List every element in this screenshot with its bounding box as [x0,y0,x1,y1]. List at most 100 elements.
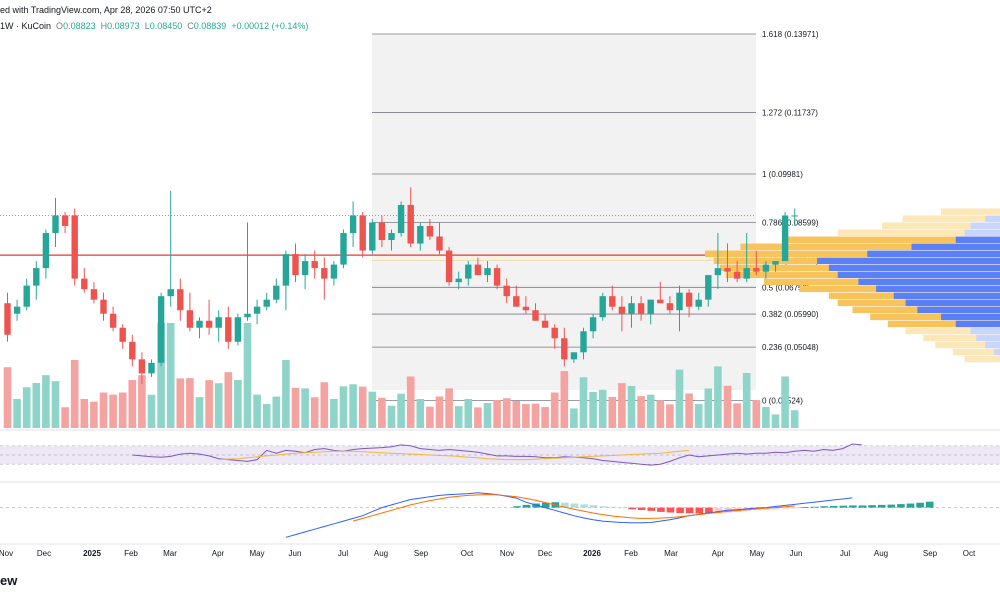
macd-histogram-bar [676,507,684,513]
volume-bar [262,404,271,428]
x-axis-label: Nov [0,549,13,558]
volume-bar [272,396,281,428]
volume-bar [234,380,242,428]
volume-bar [214,383,223,428]
volume-bar [224,372,233,428]
x-axis-label: Aug [874,549,888,558]
fib-level-label: 0.382 (0.05990) [762,310,819,319]
symbol-interval: 1W · KuCoin [0,21,52,31]
volume-bar [781,376,789,428]
candle-body [61,215,69,226]
volume-bar [637,396,645,428]
volume-profile-sell-bar [876,285,1000,293]
candle-body [772,261,779,265]
volume-bar [483,403,492,428]
close-value: 0.08839 [193,21,227,31]
macd-histogram-bar [858,505,867,508]
volume-bar [301,388,309,428]
x-axis-label: Oct [461,549,474,558]
macd-histogram-bar [829,505,838,508]
volume-bar [646,394,655,428]
volume-profile-bar [870,313,1000,321]
candle-body [570,352,578,360]
volume-profile-sell-bar [970,327,1000,335]
x-axis-label: 2025 [83,549,101,558]
macd-histogram-bar [628,507,636,510]
candle-body [215,317,222,328]
x-axis-label: Jun [289,549,302,558]
volume-profile-sell-bar [941,313,1000,321]
low-value: 0.08450 [149,21,183,31]
macd-histogram-bar [618,507,627,509]
volume-bar [32,382,41,428]
macd-histogram-bar [897,504,905,508]
candle-body [589,317,597,332]
candle-body [676,292,683,311]
candle-body [493,268,501,286]
candle-body [781,215,789,262]
candle-body [263,299,270,307]
candle-body [465,264,472,279]
volume-profile-bar [705,250,1000,257]
fib-level-label: 1.618 (0.13971) [762,30,819,39]
macd-histogram-bar [541,502,550,508]
x-axis-label: Sep [414,549,429,558]
candle-body [436,236,443,251]
volume-bar [454,406,463,428]
macd-histogram-bar [868,505,876,508]
volume-bar [22,387,31,428]
candle-body [580,331,587,353]
x-axis-label: Mar [664,549,678,558]
candle-body [407,204,414,244]
macd-histogram-bar [801,507,809,508]
high-value: 0.08973 [107,21,140,31]
x-axis-label: Oct [963,549,976,558]
candle-body [791,215,798,217]
fib-level-label: 0.786 (0.08599) [762,219,819,228]
volume-bar [714,366,722,428]
volume-bar [560,371,569,428]
candle-body [292,254,299,276]
candle-body [695,299,702,307]
macd-line [285,492,853,538]
volume-bar [349,384,357,428]
candle-body [52,215,59,234]
volume-profile-sell-bar [893,292,1000,300]
volume-bar [186,378,194,428]
volume-bar [416,399,425,428]
volume-bar [752,400,761,428]
volume-profile-sell-bar [867,250,1000,257]
candle-body [311,261,318,269]
ohlc-legend: 1W · KuCoin O0.08823 H0.08973 L0.08450 C… [0,21,308,31]
volume-bar [3,367,12,428]
macd-histogram-bar [513,506,521,508]
candle-body [148,362,155,374]
volume-bar [253,394,261,428]
candle-body [359,215,366,251]
volume-bar [474,407,482,428]
macd-histogram-bar [580,504,588,508]
volume-bar [762,406,770,428]
open-label: O [56,21,64,31]
volume-profile-sell-bar [994,348,1000,356]
candle-body [71,215,78,279]
macd-histogram-bar [705,507,713,514]
x-axis-label: Feb [124,549,138,558]
volume-profile-sell-bar [985,341,1000,349]
candle-body [186,310,194,328]
volume-bar [42,375,50,428]
macd-histogram-bar [599,506,608,508]
volume-bar [666,404,674,428]
x-axis-label: Mar [163,549,177,558]
volume-bar [598,389,607,428]
volume-bar [618,383,626,428]
candle-body [618,306,626,314]
volume-profile-sell-bar [917,306,1000,314]
x-axis-label: Apr [212,549,225,558]
candle-body [273,285,280,300]
volume-bar [579,377,588,428]
macd-histogram-bar [925,501,934,508]
macd-histogram-bar [714,507,723,514]
volume-profile-sell-bar [858,278,1000,286]
